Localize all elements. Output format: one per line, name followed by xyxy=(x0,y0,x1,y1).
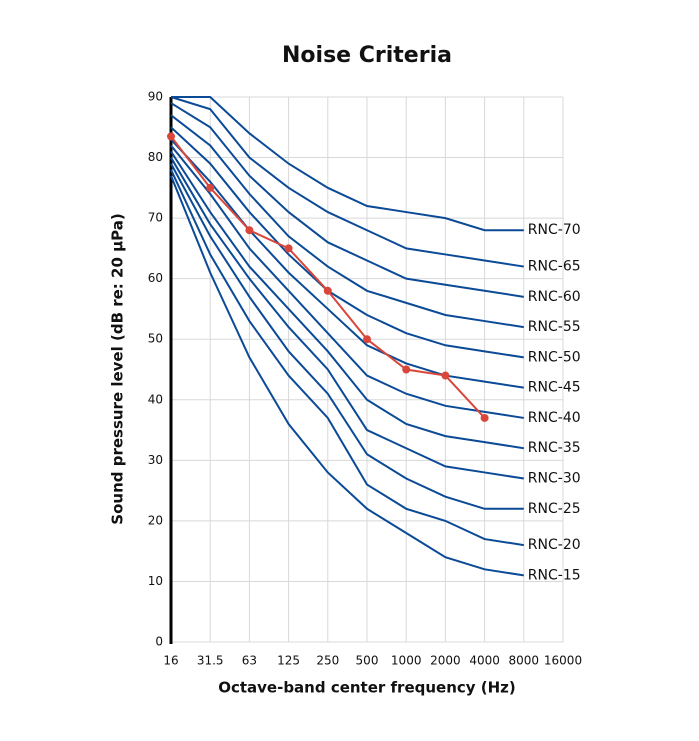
series-label: RNC-40 xyxy=(528,410,581,426)
x-tick-label: 16 xyxy=(163,654,178,668)
data-point xyxy=(480,413,489,422)
x-tick-label: 2000 xyxy=(430,654,461,668)
y-tick-label: 40 xyxy=(148,392,163,406)
data-point xyxy=(167,132,175,141)
x-tick-label: 125 xyxy=(277,654,300,668)
series-line xyxy=(170,175,524,577)
x-tick-label: 63 xyxy=(242,654,257,668)
x-tick-label: 8000 xyxy=(509,654,540,668)
x-tick-label: 250 xyxy=(316,654,339,668)
data-point xyxy=(323,286,332,295)
series-label: RNC-55 xyxy=(528,319,581,335)
data-point xyxy=(402,365,411,374)
y-tick-label: 10 xyxy=(148,574,163,588)
y-axis-label: Sound pressure level (dB re: 20 µPa) xyxy=(109,213,127,524)
series-label: RNC-60 xyxy=(528,289,581,305)
y-tick-label: 30 xyxy=(148,453,163,467)
series-line xyxy=(170,96,524,268)
series-label: RNC-30 xyxy=(528,471,581,487)
chart-title: Noise Criteria xyxy=(282,43,452,68)
series-line xyxy=(170,126,524,359)
series-line xyxy=(170,163,524,510)
series-label: RNC-25 xyxy=(528,501,581,517)
x-tick-label: 1000 xyxy=(391,654,422,668)
data-point xyxy=(363,335,371,344)
x-tick-label: 500 xyxy=(356,654,379,668)
x-tick-label: 4000 xyxy=(469,654,500,668)
series-label: RNC-65 xyxy=(528,259,581,275)
data-point xyxy=(245,226,254,235)
x-tick-label: 16000 xyxy=(544,654,582,668)
x-tick-label: 31.5 xyxy=(197,654,224,668)
series-line xyxy=(171,96,524,232)
data-point xyxy=(441,371,450,380)
y-tick-label: 20 xyxy=(148,513,163,527)
series-line xyxy=(170,150,524,450)
series-line xyxy=(170,138,524,389)
series-line xyxy=(170,144,524,419)
series-label: RNC-45 xyxy=(528,380,581,396)
data-point xyxy=(284,244,293,253)
series-line xyxy=(170,102,524,298)
data-point xyxy=(206,183,215,192)
series-label: RNC-70 xyxy=(528,222,581,238)
series-label: RNC-20 xyxy=(528,537,581,553)
y-tick-label: 50 xyxy=(148,332,163,346)
y-tick-label: 70 xyxy=(148,211,163,225)
series-label: RNC-50 xyxy=(528,349,581,365)
series-line xyxy=(170,114,524,329)
y-tick-label: 90 xyxy=(148,90,163,104)
series-line xyxy=(170,169,524,547)
series-label: RNC-15 xyxy=(528,567,581,583)
y-tick-label: 0 xyxy=(155,635,163,649)
series-line xyxy=(170,157,524,480)
y-tick-label: 80 xyxy=(148,150,163,164)
series-label: RNC-35 xyxy=(528,440,581,456)
x-axis-label: Octave-band center frequency (Hz) xyxy=(218,679,516,697)
y-tick-label: 60 xyxy=(148,271,163,285)
